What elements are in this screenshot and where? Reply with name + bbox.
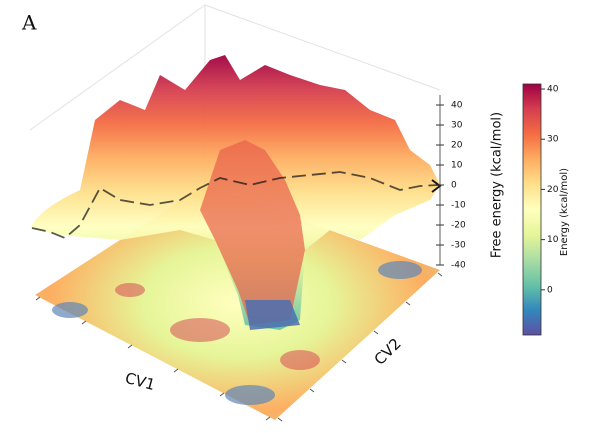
z-tick-label: -40 bbox=[451, 261, 466, 271]
z-tick-label: -10 bbox=[451, 201, 466, 211]
cv1-tick bbox=[81, 320, 87, 325]
colorbar-tick-label: 10 bbox=[547, 235, 559, 245]
cv2-tick bbox=[373, 330, 379, 335]
cv2-tick bbox=[309, 388, 315, 393]
cv2-tick bbox=[341, 359, 347, 364]
colorbar-label: Energy (kcal/mol) bbox=[559, 168, 570, 256]
z-tick-label: 10 bbox=[451, 161, 463, 171]
z-axis-label: Free energy (kcal/mol) bbox=[490, 112, 505, 258]
z-tick-label: 0 bbox=[451, 181, 457, 191]
cv1-tick bbox=[127, 344, 133, 349]
cv2-tick bbox=[437, 272, 443, 277]
floor-projection bbox=[35, 185, 440, 420]
panel-label: A bbox=[21, 11, 37, 35]
y-axis-label: CV2 bbox=[371, 335, 405, 369]
colorbar-tick-label: 0 bbox=[547, 285, 553, 295]
cv2-tick bbox=[277, 417, 283, 422]
colorbar-tick-label: 20 bbox=[547, 185, 559, 195]
cv1-tick bbox=[219, 392, 225, 397]
colorbar-tick-label: 40 bbox=[547, 85, 559, 95]
x-axis-label: CV1 bbox=[123, 369, 157, 394]
path-line bbox=[31, 171, 439, 240]
cv1-tick bbox=[173, 368, 179, 373]
z-tick-label: 40 bbox=[451, 101, 463, 111]
floor-patches-hot bbox=[115, 283, 320, 370]
cv1-tick bbox=[265, 416, 271, 421]
colorbar-tick-label: 30 bbox=[547, 135, 559, 145]
floor-patches bbox=[52, 261, 422, 405]
cv2-tick bbox=[405, 301, 411, 306]
cv1-tick bbox=[35, 296, 41, 301]
z-tick-label: -30 bbox=[451, 241, 466, 251]
z-tick-label: -20 bbox=[451, 221, 466, 231]
colorbar bbox=[522, 83, 542, 336]
z-tick-label: 30 bbox=[451, 121, 463, 131]
surface-well bbox=[245, 300, 300, 330]
z-tick-label: 20 bbox=[451, 141, 463, 151]
surface-front-peak bbox=[200, 140, 305, 325]
